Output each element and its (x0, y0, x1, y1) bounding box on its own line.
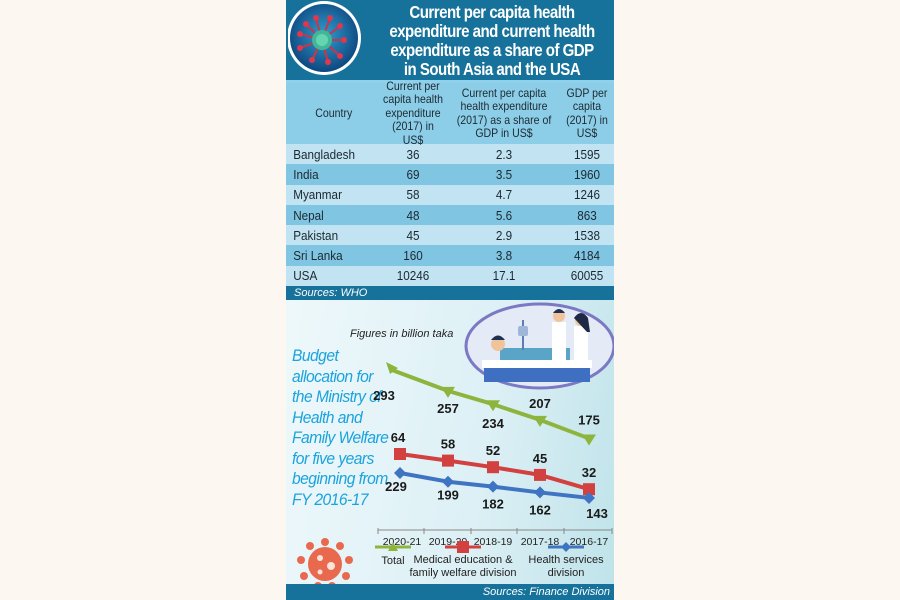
virus-icon (288, 1, 361, 75)
cell-share-gdp: 2.3 (495, 146, 513, 162)
cell-country: India (293, 166, 319, 182)
header-banner: Current per capita health expenditure an… (286, 0, 614, 82)
data-label: 257 (437, 401, 459, 416)
data-point-marker (486, 400, 500, 412)
cell-per-capita: 36 (406, 146, 420, 162)
data-point-marker (442, 475, 454, 488)
x-tick-label: 2018-19 (474, 536, 513, 548)
legend-label: Health services (528, 554, 604, 566)
data-label: 199 (437, 488, 459, 503)
data-point-marker (487, 480, 499, 493)
col-header-per-capita: Current per capita health expenditure (2… (383, 78, 443, 147)
cell-per-capita: 69 (406, 166, 420, 182)
header-divider (286, 80, 614, 83)
data-point-marker (583, 483, 595, 496)
x-tick-label: 2016-17 (570, 536, 609, 548)
legend-label: Medical education & (413, 554, 513, 566)
data-point-marker (487, 461, 499, 474)
table-row: USA 10246 17.1 60055 (286, 265, 614, 287)
x-tick-label: 2017-18 (521, 536, 560, 548)
cell-country: Pakistan (293, 227, 339, 243)
infographic: Current per capita health expenditure an… (286, 0, 614, 600)
cell-gdp: 4184 (573, 248, 601, 264)
data-point-marker (386, 362, 398, 374)
table-row: Bangladesh 36 2.3 1595 (286, 144, 614, 165)
cell-per-capita: 58 (406, 187, 420, 203)
table-row: Nepal 48 5.6 863 (286, 204, 614, 226)
cell-share-gdp: 3.5 (495, 166, 513, 182)
data-label: 182 (482, 497, 504, 512)
cell-per-capita: 48 (406, 207, 420, 223)
data-label: 229 (385, 479, 407, 494)
data-point-marker (441, 386, 455, 398)
col-header-country: Country (315, 105, 353, 120)
col-header-share-gdp: Current per capita health expenditure (2… (456, 85, 552, 140)
data-label: 234 (482, 416, 504, 431)
cell-gdp: 60055 (570, 268, 604, 284)
col-header-gdp: GDP per capita (2017) in US$ (566, 85, 608, 140)
line-chart: 293 257 234 207 175 64 58 52 45 32 229 199 182 162 143… (373, 362, 613, 579)
data-point-marker (533, 415, 547, 427)
data-label: 207 (529, 396, 551, 411)
data-point-marker (583, 491, 595, 504)
data-point-marker (394, 448, 406, 460)
cell-country: Nepal (293, 207, 324, 223)
table-body: Bangladesh 36 2.3 1595 India 69 3.5 1960… (286, 144, 614, 287)
data-label: 293 (373, 388, 395, 403)
cell-share-gdp: 17.1 (492, 268, 516, 284)
cell-share-gdp: 5.6 (495, 207, 513, 223)
legend-marker-square (457, 541, 469, 553)
table-row: India 69 3.5 1960 (286, 164, 614, 185)
table-row: Myanmar 58 4.7 1246 (286, 184, 614, 205)
data-label: 162 (529, 502, 551, 517)
legend-marker-triangle (388, 542, 398, 551)
data-label: 64 (391, 430, 406, 445)
cell-gdp: 1246 (573, 187, 601, 203)
data-point-marker (394, 467, 406, 479)
data-label: 32 (582, 465, 596, 480)
cell-country: USA (293, 268, 318, 284)
data-label: 143 (586, 506, 608, 521)
cell-share-gdp: 2.9 (495, 227, 513, 243)
virus-icon (297, 538, 353, 588)
data-point-marker (534, 468, 546, 481)
legend-marker-diamond (561, 542, 571, 552)
table-row: Sri Lanka 160 3.8 4184 (286, 245, 614, 266)
data-label: 52 (486, 443, 500, 458)
cell-per-capita: 10246 (396, 268, 430, 284)
legend-label: division (548, 567, 585, 579)
chart-source: Sources: Finance Division (286, 584, 614, 600)
cell-country: Bangladesh (293, 146, 356, 162)
budget-chart: Figures in billion taka Budget allocatio… (286, 300, 614, 588)
legend-label: family welfare division (410, 567, 517, 579)
cell-per-capita: 45 (406, 227, 420, 243)
cell-country: Myanmar (293, 187, 342, 203)
cell-share-gdp: 3.8 (495, 248, 513, 264)
data-point-marker (442, 454, 454, 467)
legend-label: Total (381, 555, 404, 567)
chart-title: Budget allocation for the Ministry of He… (292, 346, 389, 509)
data-label: 175 (578, 412, 600, 427)
cell-gdp: 863 (577, 207, 597, 223)
cell-country: Sri Lanka (293, 248, 343, 264)
cell-gdp: 1960 (573, 166, 601, 182)
table-row: Pakistan 45 2.9 1538 (286, 225, 614, 246)
data-point-marker (582, 434, 596, 446)
hospital-illustration-icon (464, 302, 614, 390)
page-title: Current per capita health expenditure an… (389, 2, 595, 79)
units-note: Figures in billion taka (350, 328, 454, 340)
data-point-marker (534, 486, 546, 499)
cell-gdp: 1595 (573, 146, 601, 162)
table-source: Sources: WHO (286, 286, 614, 300)
expenditure-table: Country Current per capita health expend… (286, 79, 614, 287)
cell-share-gdp: 4.7 (495, 187, 513, 203)
data-label: 58 (441, 437, 455, 452)
cell-per-capita: 160 (403, 248, 423, 264)
table-header: Country Current per capita health expend… (286, 79, 614, 146)
data-label: 45 (533, 451, 547, 466)
cell-gdp: 1538 (573, 227, 601, 243)
